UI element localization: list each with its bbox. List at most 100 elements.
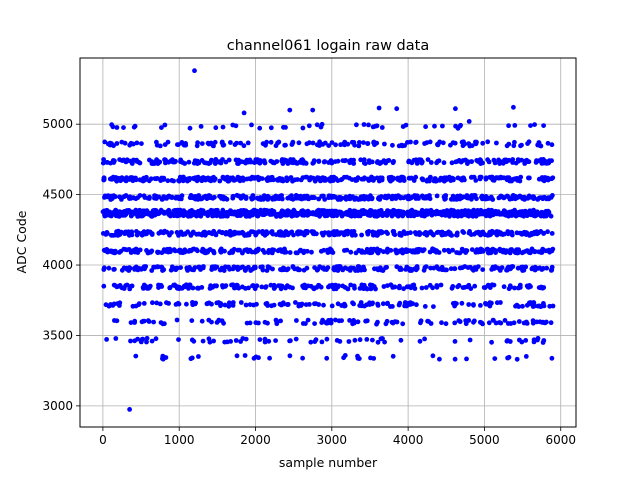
- data-point: [489, 339, 494, 345]
- data-point: [206, 209, 211, 215]
- data-point: [128, 284, 134, 289]
- data-point: [160, 321, 166, 327]
- data-point: [273, 143, 279, 149]
- data-point: [342, 248, 347, 253]
- y-tick-label: 3500: [42, 328, 73, 342]
- data-point: [228, 140, 233, 145]
- data-point: [452, 339, 458, 344]
- data-point: [121, 158, 127, 163]
- data-point: [176, 178, 182, 184]
- data-point: [292, 177, 298, 183]
- data-point: [160, 353, 166, 359]
- data-point: [195, 174, 201, 180]
- data-point: [169, 264, 175, 270]
- data-point: [132, 267, 138, 272]
- data-point: [324, 336, 330, 342]
- data-point: [211, 338, 217, 344]
- data-point: [493, 250, 498, 256]
- data-point: [102, 139, 108, 145]
- data-point: [483, 175, 489, 181]
- data-point: [260, 229, 265, 234]
- data-point: [480, 248, 486, 254]
- data-point: [496, 195, 502, 201]
- data-point: [465, 161, 470, 167]
- data-point: [155, 250, 161, 256]
- data-point: [359, 232, 364, 238]
- data-point: [438, 282, 444, 288]
- data-point: [427, 282, 433, 288]
- data-point: [402, 300, 408, 305]
- data-point: [303, 302, 309, 307]
- data-point: [171, 247, 177, 253]
- data-point: [206, 193, 212, 198]
- data-point: [530, 304, 536, 309]
- data-point: [187, 247, 193, 253]
- data-point: [130, 177, 136, 182]
- data-point: [457, 319, 463, 325]
- data-point: [110, 124, 116, 130]
- data-point: [217, 178, 223, 184]
- data-point: [494, 140, 499, 146]
- data-point: [319, 193, 325, 199]
- data-point: [413, 157, 419, 163]
- data-point: [227, 266, 233, 272]
- data-point: [189, 337, 195, 343]
- data-point: [516, 304, 522, 309]
- data-point: [459, 300, 465, 306]
- x-tick-label: 5000: [469, 433, 500, 447]
- data-point: [227, 211, 233, 216]
- data-point: [380, 336, 385, 341]
- data-point: [124, 282, 130, 288]
- data-point: [471, 302, 476, 308]
- data-point: [359, 196, 364, 202]
- data-point: [169, 195, 175, 201]
- data-point: [155, 211, 161, 217]
- x-tick-label: 2000: [240, 433, 271, 447]
- data-point: [248, 176, 254, 182]
- data-point: [249, 122, 254, 128]
- data-point: [212, 266, 218, 271]
- data-point: [434, 160, 439, 166]
- data-point: [289, 142, 295, 147]
- data-point: [101, 283, 107, 289]
- data-point: [112, 248, 118, 254]
- data-point: [178, 196, 184, 202]
- data-point: [545, 229, 550, 235]
- data-point: [195, 161, 200, 167]
- data-point: [187, 125, 193, 131]
- data-point: [319, 339, 325, 345]
- data-point: [342, 353, 348, 358]
- data-point: [362, 211, 367, 217]
- data-point: [123, 178, 129, 183]
- data-point: [384, 301, 390, 306]
- data-point: [460, 175, 466, 181]
- data-point: [137, 193, 143, 198]
- data-point: [390, 177, 395, 183]
- data-point-outlier: [127, 407, 132, 412]
- data-point: [293, 300, 298, 305]
- data-point: [242, 159, 247, 165]
- data-point: [333, 142, 338, 148]
- data-point: [463, 157, 468, 163]
- data-point: [127, 177, 132, 182]
- data-point: [267, 355, 272, 361]
- data-point: [428, 160, 434, 165]
- data-point: [300, 125, 306, 131]
- data-point: [345, 286, 350, 292]
- data-point: [331, 286, 337, 292]
- data-point: [300, 355, 305, 361]
- data-point: [262, 160, 268, 166]
- data-point: [461, 139, 466, 145]
- data-point: [278, 283, 284, 289]
- data-point: [503, 157, 509, 163]
- data-point: [263, 284, 269, 289]
- data-point: [333, 317, 338, 323]
- data-point: [329, 303, 335, 309]
- data-point: [209, 175, 215, 181]
- data-point: [494, 300, 500, 306]
- data-point: [288, 193, 294, 199]
- data-point: [536, 285, 542, 290]
- data-point: [205, 301, 211, 306]
- data-point: [514, 247, 519, 253]
- data-point: [332, 232, 337, 238]
